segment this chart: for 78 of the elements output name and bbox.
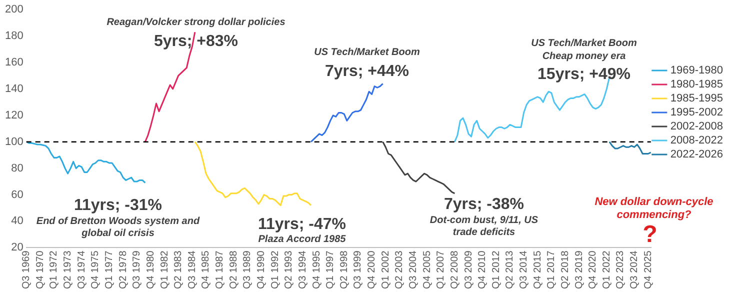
- legend-label: 1980-1985: [670, 78, 724, 91]
- x-tick-label: Q2 1988: [228, 250, 240, 290]
- annotation: 15yrs; +49%: [536, 66, 632, 84]
- legend-label: 2022-2026: [670, 148, 724, 161]
- x-tick-label: Q4 1990: [256, 250, 267, 290]
- x-tick-label: Q3 1984: [186, 250, 198, 290]
- x-tick-label: Q4 2025: [642, 250, 654, 290]
- x-tick-label: Q1 1997: [325, 250, 336, 290]
- x-tick-label: Q3 2004: [408, 250, 419, 290]
- x-tick-label: Q1 1987: [214, 250, 226, 290]
- x-tick-label: Q4 2000: [366, 250, 378, 290]
- x-tick-label: Q1 2002: [380, 250, 392, 290]
- x-tick-label: Q2 1998: [338, 250, 350, 290]
- annotation: New dollar down-cycle commencing?: [594, 196, 714, 222]
- x-tick-label: Q2 2023: [615, 250, 626, 290]
- x-tick-label: Q3 1974: [76, 250, 88, 290]
- x-tick-label: Q2 2008: [449, 250, 460, 290]
- annotation: US Tech/Market Boom: [313, 47, 421, 59]
- annotation: US Tech/Market Boom: [530, 38, 638, 50]
- x-tick-label: Q1 1972: [48, 250, 60, 290]
- x-tick-label: Q1 1977: [104, 250, 116, 290]
- legend-label: 1985-1995: [670, 92, 724, 105]
- x-tick-label: Q1 2017: [546, 250, 558, 290]
- y-tick-label: 40: [11, 215, 24, 228]
- annotation: 7yrs; +44%: [324, 63, 410, 81]
- x-tick-label: Q3 1994: [297, 250, 308, 290]
- annotation: Reagan/Volcker strong dollar policies: [106, 17, 286, 29]
- x-tick-label: Q4 1995: [311, 250, 322, 290]
- x-tick-label: Q3 1999: [352, 250, 364, 290]
- y-tick-label: 180: [4, 30, 24, 42]
- annotation: End of Bretton Woods system and global oil crisis: [35, 216, 201, 240]
- y-tick-label: 60: [11, 188, 24, 201]
- x-tick-label: Q3 1969: [21, 250, 32, 290]
- y-tick-label: 160: [4, 56, 24, 69]
- x-tick-label: Q2 2013: [504, 250, 516, 290]
- annotation: 11yrs; -47%: [256, 216, 348, 234]
- x-tick-label: Q1 2012: [490, 250, 502, 290]
- y-tick-label: 80: [11, 162, 24, 174]
- y-tick-label: 140: [4, 82, 24, 95]
- x-tick-label: Q4 2020: [588, 250, 599, 290]
- x-tick-label: Q2 2003: [394, 250, 406, 290]
- x-tick-label: Q1 1992: [270, 250, 281, 290]
- annotation: Cheap money era: [541, 51, 627, 63]
- x-tick-label: Q1 2022: [601, 250, 612, 290]
- x-tick-label: Q4 1980: [145, 250, 156, 290]
- x-tick-label: Q3 2019: [574, 250, 585, 290]
- annotation: 5yrs; +83%: [152, 33, 240, 51]
- x-tick-label: Q3 1979: [132, 250, 143, 290]
- annotation: 7yrs; -38%: [442, 196, 526, 214]
- y-tick-label: 20: [11, 242, 24, 254]
- x-tick-label: Q3 2014: [518, 250, 530, 290]
- annotation: Dot-com bust, 9/11, US trade deficits: [429, 215, 539, 239]
- x-tick-label: Q3 2009: [463, 250, 474, 290]
- legend-label: 2008-2022: [670, 134, 724, 147]
- x-tick-label: Q4 2010: [477, 250, 488, 290]
- x-tick-label: Q4 1970: [34, 250, 46, 290]
- x-tick-label: Q3 1989: [242, 250, 254, 290]
- x-tick-label: Q2 1973: [62, 250, 74, 290]
- x-tick-label: Q4 2015: [532, 250, 544, 290]
- annotation: 11yrs; -31%: [72, 197, 164, 215]
- legend-label: 2002-2008: [670, 120, 724, 133]
- x-tick-label: Q2 1978: [118, 250, 129, 290]
- x-tick-label: Q4 2005: [422, 250, 433, 290]
- y-tick-label: 100: [4, 136, 24, 148]
- x-tick-label: Q2 1983: [173, 250, 184, 290]
- x-tick-label: Q1 2007: [436, 250, 447, 290]
- x-tick-label: Q3 2024: [629, 250, 640, 290]
- x-tick-label: Q1 1982: [159, 250, 170, 290]
- y-tick-label: 200: [4, 4, 24, 16]
- legend-label: 1969-1980: [670, 64, 724, 77]
- x-tick-label: Q4 1975: [90, 250, 102, 290]
- annotation: Plaza Accord 1985: [257, 234, 347, 246]
- x-tick-label: Q4 1985: [200, 250, 212, 290]
- x-tick-label: Q2 2018: [560, 250, 571, 290]
- legend-label: 1995-2002: [670, 106, 724, 119]
- y-tick-label: 120: [4, 109, 24, 122]
- x-tick-label: Q2 1993: [284, 250, 295, 290]
- annotation: ?: [642, 221, 658, 248]
